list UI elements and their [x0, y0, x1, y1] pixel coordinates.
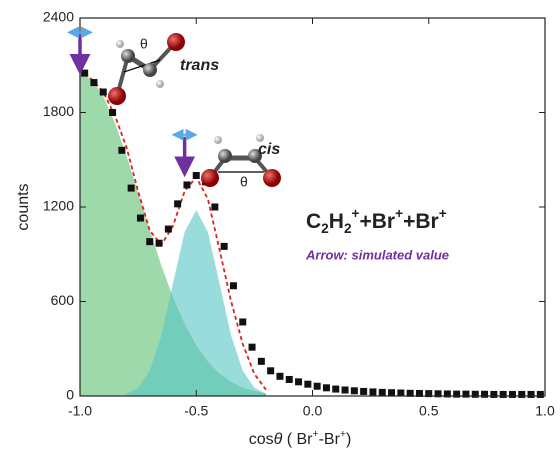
- text-part: -Br: [319, 431, 341, 448]
- data-point: [285, 375, 293, 383]
- data-point: [192, 172, 200, 179]
- data-point: [248, 343, 256, 351]
- data-point: [453, 390, 461, 398]
- y-tick-label: 1200: [43, 198, 74, 214]
- data-point: [155, 239, 163, 247]
- data-point: [341, 386, 349, 394]
- cis-label: cis: [258, 141, 280, 158]
- data-point: [490, 390, 498, 398]
- data-point: [508, 390, 516, 398]
- y-tick-label: 1800: [43, 103, 74, 119]
- y-axis-label: counts: [15, 183, 32, 230]
- y-tick-label: 2400: [43, 9, 74, 25]
- trans-molecule: [108, 33, 185, 105]
- text-part: +: [352, 206, 360, 221]
- data-point: [267, 367, 275, 375]
- area: [126, 210, 266, 396]
- data-point: [313, 382, 321, 390]
- data-point: [471, 390, 479, 398]
- cis-molecule: [201, 134, 281, 187]
- data-point: [239, 318, 247, 326]
- data-point: [378, 388, 386, 396]
- data-point: [99, 88, 107, 96]
- x-tick-label: 0.0: [303, 403, 323, 419]
- theta: θ: [140, 36, 148, 52]
- data-point: [183, 181, 191, 189]
- data-point: [481, 390, 489, 398]
- data-point: [350, 387, 358, 395]
- data-point: [229, 282, 237, 290]
- text-part: +: [439, 206, 447, 221]
- data-point: [527, 390, 535, 398]
- text-part: θ: [274, 431, 283, 448]
- x-axis-label: cosθ ( Br+-Br+): [249, 429, 352, 448]
- text-part: ): [346, 431, 351, 448]
- data-point: [146, 238, 154, 246]
- y-tick-label: 0: [66, 387, 74, 403]
- data-point: [332, 385, 340, 393]
- text-part: +: [313, 429, 319, 440]
- data-point: [276, 372, 284, 380]
- data-point: [462, 390, 470, 398]
- data-point: [443, 390, 451, 398]
- data-point: [406, 389, 414, 397]
- data-point: [434, 390, 442, 398]
- data-point: [397, 389, 405, 397]
- data-point: [518, 390, 526, 398]
- text-part: +: [340, 429, 346, 440]
- data-point: [369, 388, 377, 396]
- data-point: [81, 69, 89, 77]
- area: [80, 73, 266, 396]
- fit-line: [79, 67, 267, 391]
- data-point: [322, 384, 330, 392]
- data-point: [257, 357, 265, 365]
- text-part: +Br: [403, 210, 439, 233]
- x-tick-label: -0.5: [184, 403, 208, 419]
- x-tick-label: 1.0: [535, 403, 555, 419]
- data-point: [360, 387, 368, 395]
- text-part: 2: [321, 221, 329, 236]
- theta: θ: [240, 174, 248, 190]
- data-point: [164, 225, 172, 233]
- y-tick-label: 600: [51, 292, 75, 308]
- data-point: [109, 109, 117, 116]
- text-part: ( Br: [282, 431, 313, 448]
- data-point: [136, 214, 144, 222]
- text-part: cos: [249, 431, 274, 448]
- data-point: [90, 79, 98, 87]
- arrow-note: Arrow: simulated value: [305, 247, 449, 262]
- x-tick-label: 0.5: [419, 403, 439, 419]
- data-point: [388, 389, 396, 397]
- data-point: [415, 389, 423, 397]
- data-point: [536, 390, 544, 398]
- data-point: [127, 184, 135, 192]
- data-point: [174, 200, 182, 208]
- x-tick-label: -1.0: [68, 403, 92, 419]
- plot-layer: 0 600 1200 1800 2400 -1.0 -0.5 0.0 0.5 1.0: [43, 9, 555, 419]
- data-point: [118, 146, 126, 154]
- data-point: [499, 390, 507, 398]
- data-point: [220, 242, 228, 250]
- text-part: +Br: [360, 210, 396, 233]
- text-part: +: [395, 206, 403, 221]
- text-part: C: [306, 210, 321, 233]
- formula: C2H2++Br++Br+: [306, 206, 447, 236]
- trans-label: trans: [180, 57, 219, 74]
- text-part: 2: [344, 221, 352, 236]
- text-part: H: [329, 210, 344, 233]
- data-point: [295, 378, 303, 386]
- data-point: [304, 380, 312, 388]
- data-point: [211, 203, 219, 211]
